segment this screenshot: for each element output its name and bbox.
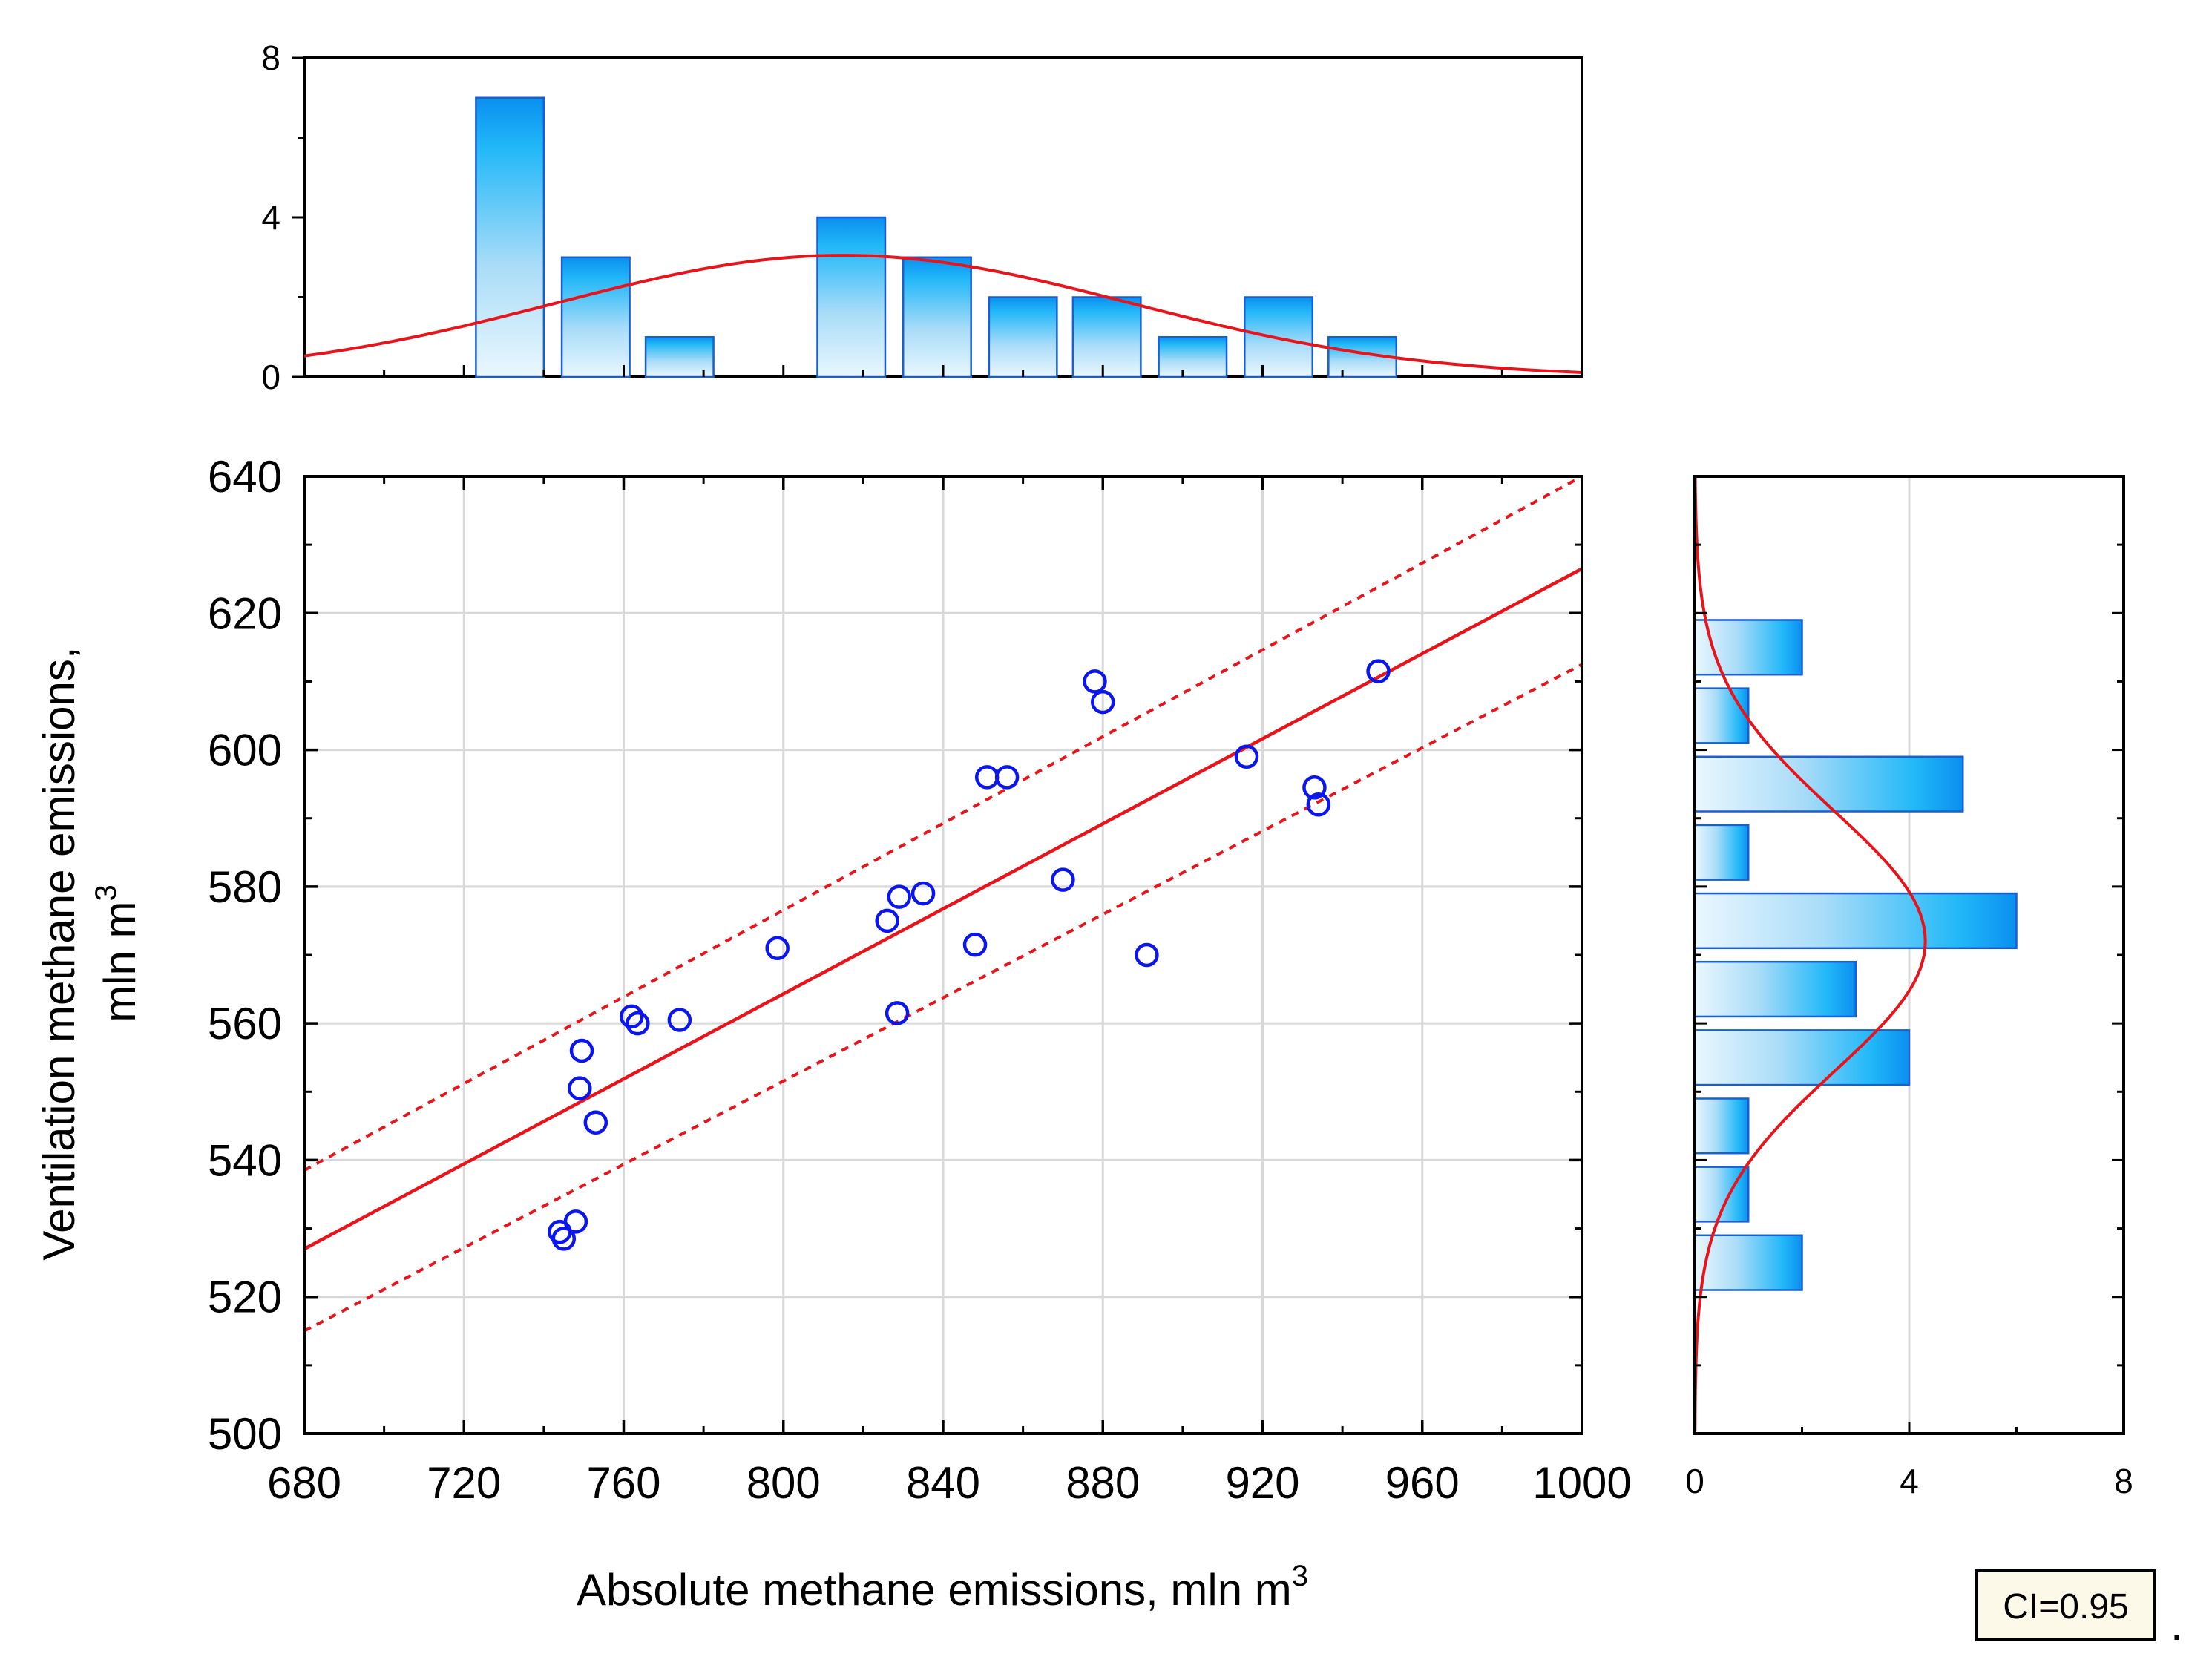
trailing-period: .: [2170, 1600, 2183, 1650]
scatter-point: [1306, 792, 1331, 817]
y-tick-label: 520: [208, 1273, 282, 1322]
x-tick-label: 800: [746, 1458, 821, 1508]
y-tick-label: 540: [208, 1135, 282, 1185]
right-x-tick-label: 0: [1685, 1462, 1704, 1500]
y-axis-title-line1: Ventilation methane emissions,: [34, 646, 84, 1260]
y-tick-label: 580: [208, 862, 282, 912]
x-axis-tick-labels: 680 720 760 800 840 880 920 960 1000: [267, 1458, 1632, 1508]
right-histogram-bar: [1693, 892, 2018, 950]
scatter-plot: 680 720 760 800 840 880 920 960 1000 500 520 540 56…: [34, 452, 1632, 1615]
y-axis-tick-labels: 500 520 540 560 580 600 620 640: [208, 452, 282, 1459]
scatter-point: [765, 936, 790, 961]
scatter-point: [1083, 669, 1107, 694]
right-histogram-bar: [1693, 755, 1964, 813]
top-y-tick-label: 0: [261, 358, 280, 396]
top-histogram-bar: [644, 336, 715, 378]
scatter-point: [1091, 689, 1115, 715]
ci-annotation: CI=0.95: [1975, 1569, 2156, 1641]
top-histogram: 0 4 8: [261, 39, 1583, 396]
top-histogram-ticks: [292, 56, 1583, 378]
y-tick-label: 640: [208, 452, 282, 502]
x-tick-label: 680: [267, 1458, 341, 1508]
right-histogram-x-tick-labels: 0 4 8: [1685, 1462, 2133, 1500]
scatter-point: [887, 884, 912, 909]
scatter-point: [1234, 744, 1259, 769]
scatter-ticks: [303, 475, 1583, 1435]
top-normal-curve: [304, 254, 1582, 374]
scatter-point: [1135, 942, 1159, 968]
ci-annotation-text: CI=0.95: [2003, 1587, 2128, 1627]
top-histogram-bar: [816, 216, 887, 378]
scatter-points: [548, 659, 1391, 1251]
right-histogram-ticks: [1693, 475, 2125, 1435]
x-axis-title-text: Absolute methane emissions, mln m: [577, 1565, 1292, 1615]
scatter-point: [551, 1227, 577, 1251]
top-histogram-bar: [560, 256, 631, 378]
top-histogram-bar: [988, 296, 1058, 378]
right-x-tick-label: 8: [2114, 1462, 2133, 1500]
scatter-point: [563, 1209, 588, 1234]
scatter-grid: [304, 476, 1582, 1434]
right-histogram-bar: [1693, 1029, 1911, 1086]
right-x-tick-label: 4: [1900, 1462, 1919, 1500]
scatter-point: [568, 1076, 592, 1100]
confidence-band-upper: [304, 476, 1582, 1172]
right-histogram-bar: [1693, 824, 1750, 881]
y-axis-title-line2-text: mln m: [95, 901, 145, 1022]
y-tick-label: 500: [208, 1409, 282, 1459]
x-tick-label: 760: [586, 1458, 660, 1508]
right-histogram-bar: [1693, 687, 1750, 744]
scatter-point: [910, 881, 936, 906]
top-histogram-y-tick-labels: 0 4 8: [261, 39, 280, 396]
x-tick-label: 960: [1385, 1458, 1460, 1508]
scatter-point: [875, 908, 899, 933]
x-tick-label: 920: [1225, 1458, 1299, 1508]
x-tick-label: 880: [1066, 1458, 1140, 1508]
right-histogram: 0 4 8: [1685, 475, 2133, 1500]
y-axis-title-line2: mln m3: [90, 884, 145, 1023]
scatter-point: [1366, 659, 1391, 683]
scatter-point: [1302, 775, 1327, 800]
right-histogram-bar: [1693, 619, 1803, 676]
regression-line: [304, 567, 1582, 1251]
x-axis-title: Absolute methane emissions, mln m3: [577, 1560, 1308, 1615]
right-histogram-bar: [1693, 1234, 1803, 1291]
x-tick-label: 720: [427, 1458, 501, 1508]
y-tick-label: 600: [208, 726, 282, 775]
top-y-tick-label: 8: [261, 39, 280, 77]
right-normal-curve: [1695, 476, 1927, 1434]
scatter-point: [569, 1038, 594, 1063]
scatter-point: [1051, 867, 1075, 892]
scatter-point: [962, 932, 988, 957]
scatter-point: [626, 1011, 650, 1036]
top-y-tick-label: 4: [261, 198, 280, 237]
top-histogram-bar: [1071, 296, 1142, 378]
top-histogram-bars: [475, 96, 1398, 378]
top-histogram-bar: [1158, 336, 1228, 378]
top-histogram-bar: [902, 256, 972, 378]
scatter-point: [583, 1110, 608, 1135]
y-axis-title: Ventilation methane emissions, mln m3: [34, 646, 145, 1260]
confidence-band-lower: [304, 663, 1582, 1333]
scatter-point: [885, 1001, 910, 1025]
x-tick-label: 840: [906, 1458, 980, 1508]
top-histogram-bar: [475, 96, 545, 378]
scatter-point: [620, 1004, 644, 1029]
right-histogram-bars: [1693, 619, 2018, 1291]
x-tick-label: 1000: [1532, 1458, 1631, 1508]
right-histogram-bar: [1693, 1097, 1750, 1155]
scatter-point: [994, 765, 1020, 790]
y-axis-title-superscript: 3: [90, 884, 122, 901]
x-axis-title-superscript: 3: [1292, 1560, 1308, 1592]
right-histogram-bar: [1693, 960, 1857, 1018]
ci-annotation-box: [1975, 1569, 2156, 1641]
scatter-point: [667, 1008, 692, 1032]
y-tick-label: 560: [208, 999, 282, 1048]
y-tick-label: 620: [208, 588, 282, 638]
